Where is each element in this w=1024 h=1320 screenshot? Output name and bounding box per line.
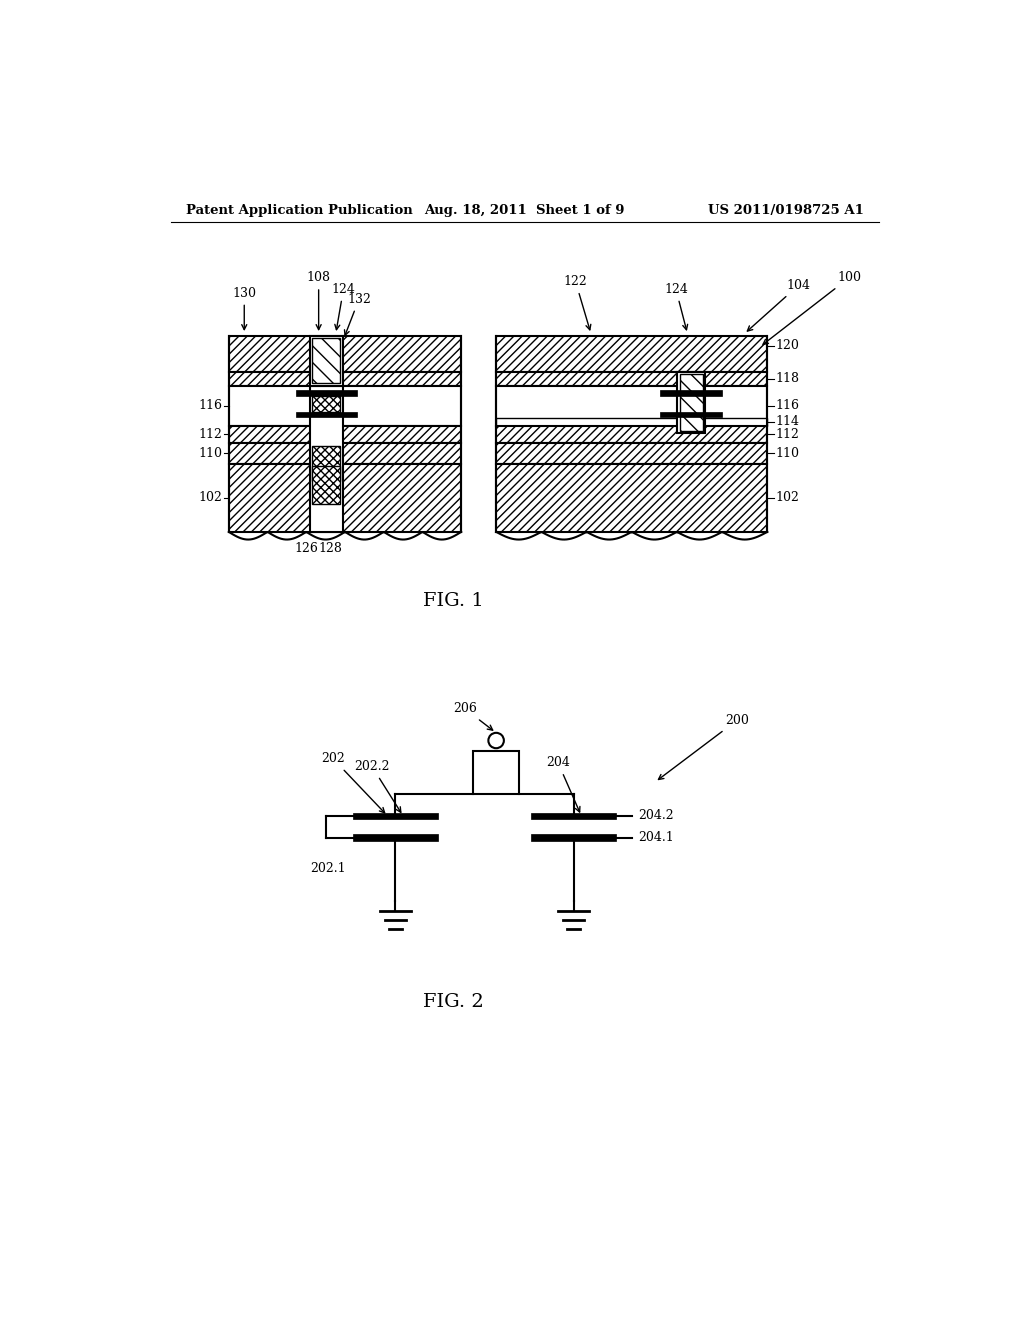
Bar (310, 385, 343, 532)
Text: 202.1: 202.1 (310, 862, 346, 875)
Text: 202.2: 202.2 (354, 760, 400, 812)
Bar (296, 412, 356, 417)
Text: 124: 124 (664, 282, 688, 330)
Text: 126: 126 (294, 543, 318, 556)
Bar (531, 834, 616, 841)
Bar (680, 374, 703, 430)
Text: 132: 132 (344, 293, 371, 335)
Bar (660, 391, 722, 396)
Bar (496, 418, 767, 425)
Text: 104: 104 (748, 279, 810, 331)
Circle shape (488, 733, 504, 748)
Bar (228, 442, 461, 465)
Text: US 2011/0198725 A1: US 2011/0198725 A1 (709, 205, 864, 218)
Bar (496, 335, 767, 372)
Bar (660, 412, 722, 417)
Bar (312, 338, 340, 383)
Text: 204.2: 204.2 (638, 809, 674, 822)
Bar (496, 385, 767, 425)
Text: 204.1: 204.1 (638, 832, 674, 843)
Text: 202: 202 (322, 752, 385, 813)
Text: Patent Application Publication: Patent Application Publication (186, 205, 413, 218)
Bar (496, 465, 767, 532)
Bar (473, 751, 519, 793)
Bar (228, 335, 461, 372)
Text: 108: 108 (306, 271, 331, 330)
Text: 112: 112 (199, 428, 222, 441)
Text: Aug. 18, 2011  Sheet 1 of 9: Aug. 18, 2011 Sheet 1 of 9 (425, 205, 625, 218)
Text: 130: 130 (232, 286, 256, 330)
Bar (496, 425, 767, 442)
Bar (496, 442, 767, 465)
Text: FIG. 2: FIG. 2 (423, 993, 484, 1011)
Bar (228, 465, 461, 532)
Bar (228, 385, 461, 425)
Bar (531, 813, 616, 818)
Text: 110: 110 (775, 446, 799, 459)
Text: FIG. 1: FIG. 1 (423, 593, 484, 610)
Text: 124: 124 (332, 282, 355, 330)
Text: 206: 206 (454, 702, 493, 730)
Text: 102: 102 (775, 491, 799, 504)
Bar (678, 372, 706, 433)
Text: 116: 116 (775, 399, 799, 412)
Text: 122: 122 (563, 275, 591, 330)
Text: 102: 102 (199, 491, 222, 504)
Bar (228, 372, 461, 385)
Text: 120: 120 (775, 339, 799, 352)
Bar (496, 372, 767, 385)
Bar (352, 813, 438, 818)
Text: 116: 116 (199, 399, 222, 412)
Text: 114: 114 (775, 416, 799, 428)
Text: 112: 112 (775, 428, 799, 441)
Text: 110: 110 (199, 446, 222, 459)
Bar (312, 396, 340, 412)
Bar (312, 466, 340, 504)
Bar (310, 335, 343, 385)
Text: 128: 128 (318, 543, 342, 556)
Text: 118: 118 (775, 372, 799, 385)
Bar (296, 391, 356, 396)
Text: 204: 204 (546, 756, 580, 812)
Bar (228, 425, 461, 442)
Bar (352, 834, 438, 841)
Text: 200: 200 (658, 714, 749, 780)
Bar (312, 446, 340, 480)
Text: 100: 100 (763, 271, 861, 345)
